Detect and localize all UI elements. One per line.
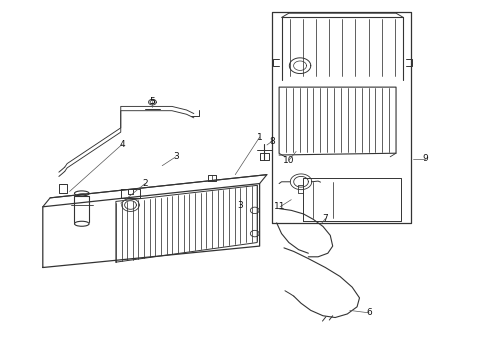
Text: 7: 7 — [322, 214, 328, 223]
Text: 9: 9 — [422, 154, 428, 163]
Text: 6: 6 — [367, 309, 372, 318]
Text: 3: 3 — [237, 201, 243, 210]
Text: 1: 1 — [257, 132, 263, 141]
Text: 5: 5 — [149, 97, 155, 106]
Text: 8: 8 — [269, 137, 275, 146]
Text: 2: 2 — [142, 179, 148, 188]
Text: 11: 11 — [274, 202, 286, 211]
Text: 4: 4 — [120, 140, 125, 149]
Text: 3: 3 — [173, 152, 179, 161]
Text: 10: 10 — [283, 156, 294, 165]
